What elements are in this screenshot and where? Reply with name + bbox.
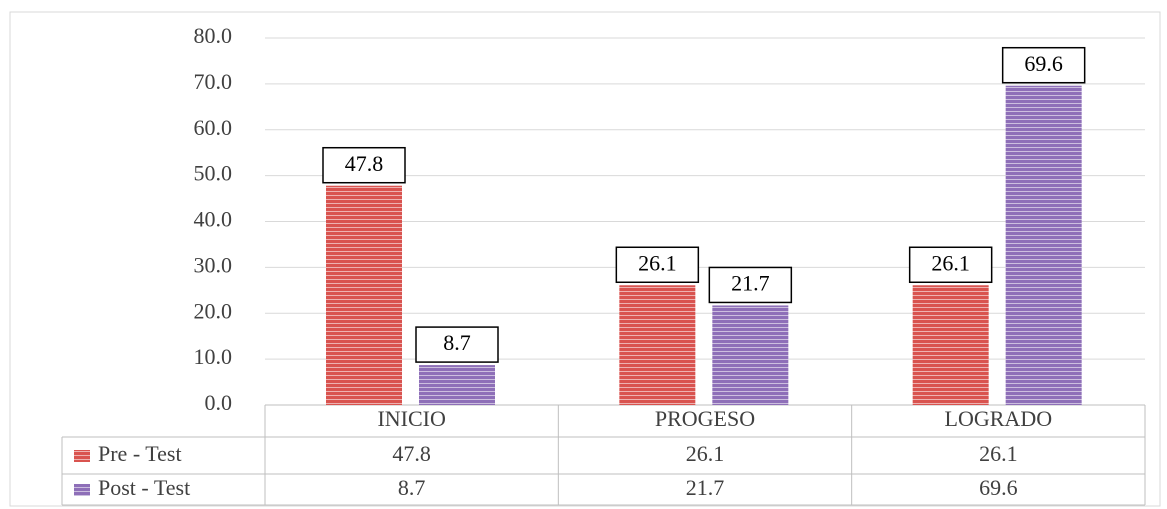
x-tick-label: PROGESO	[655, 406, 755, 431]
bar	[1005, 85, 1082, 406]
table-value: 26.1	[686, 441, 725, 466]
y-tick-label: 60.0	[194, 115, 233, 140]
table-value: 21.7	[686, 475, 725, 500]
y-tick-label: 20.0	[194, 298, 233, 323]
table-value: 69.6	[979, 475, 1018, 500]
x-tick-label: LOGRADO	[945, 406, 1053, 431]
chart-border	[9, 11, 1161, 507]
y-tick-label: 70.0	[194, 69, 233, 94]
y-tick-label: 10.0	[194, 344, 233, 369]
data-label: 21.7	[731, 270, 770, 295]
data-label-box	[708, 266, 793, 304]
y-tick-label: 0.0	[205, 390, 233, 415]
data-label-box	[1001, 46, 1086, 84]
data-label-box	[908, 246, 993, 284]
data-label-box	[615, 246, 700, 284]
data-label: 26.1	[931, 250, 970, 275]
y-tick-label: 80.0	[194, 23, 233, 48]
bar	[712, 305, 789, 405]
bar	[419, 365, 495, 405]
legend-key	[74, 484, 90, 496]
y-tick-label: 50.0	[194, 161, 233, 186]
legend-label: Pre - Test	[98, 441, 182, 466]
legend-key	[74, 450, 90, 462]
y-tick-label: 30.0	[194, 252, 233, 277]
bar	[326, 185, 402, 405]
data-label: 8.7	[443, 330, 471, 355]
table-value: 26.1	[979, 441, 1018, 466]
table-value: 47.8	[392, 441, 431, 466]
data-label-box	[415, 326, 499, 363]
data-label: 47.8	[345, 151, 384, 176]
data-label: 26.1	[638, 250, 677, 275]
y-tick-label: 40.0	[194, 207, 233, 232]
bar	[912, 285, 989, 405]
legend-label: Post - Test	[98, 475, 190, 500]
data-label-box	[322, 146, 406, 184]
data-label: 69.6	[1024, 51, 1063, 76]
table-value: 8.7	[398, 475, 426, 500]
x-tick-label: INICIO	[377, 406, 445, 431]
bar	[619, 285, 696, 405]
